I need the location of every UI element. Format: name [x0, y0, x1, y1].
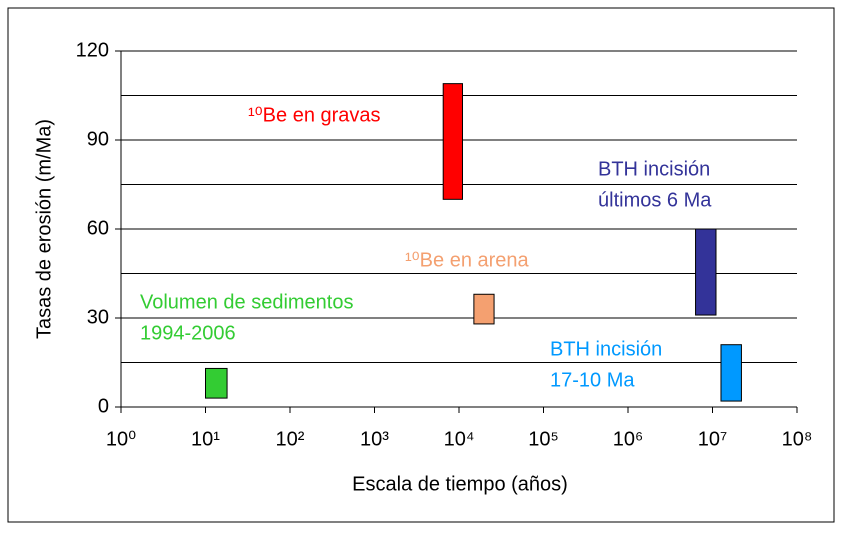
range-bar — [205, 367, 228, 399]
annotation: últimos 6 Ma — [598, 189, 712, 211]
annotation: BTH incisión — [598, 158, 710, 180]
y-tick-label: 120 — [76, 39, 109, 61]
y-tick-label: 90 — [87, 128, 109, 150]
x-tick-label: 10³ — [360, 428, 389, 450]
y-tick-label: 60 — [87, 217, 109, 239]
x-tick-label: 10⁴ — [444, 428, 475, 450]
range-bar — [473, 293, 495, 325]
range-bar — [442, 83, 463, 200]
x-axis-title: Escala de tiempo (años) — [352, 473, 568, 495]
x-tick-label: 10² — [276, 428, 305, 450]
annotation: Volumen de sedimentos — [140, 291, 353, 313]
annotation: ¹⁰Be en gravas — [248, 104, 381, 126]
y-tick-label: 30 — [87, 306, 109, 328]
range-bar — [695, 228, 717, 316]
annotation: BTH incisión — [550, 338, 662, 360]
annotation: 1994-2006 — [140, 322, 236, 344]
x-tick-label: 10⁶ — [613, 428, 643, 450]
x-tick-label: 10⁸ — [782, 428, 813, 450]
annotation: 17-10 Ma — [550, 369, 635, 391]
x-tick-label: 10¹ — [191, 428, 220, 450]
x-tick-label: 10⁵ — [528, 428, 559, 450]
range-bar — [720, 344, 742, 402]
x-tick-label: 10⁰ — [106, 428, 136, 450]
y-axis-title: Tasas de erosión (m/Ma) — [33, 119, 55, 339]
x-tick-label: 10⁷ — [698, 428, 727, 450]
annotation: ¹⁰Be en arena — [405, 249, 530, 271]
y-tick-label: 0 — [98, 395, 109, 417]
